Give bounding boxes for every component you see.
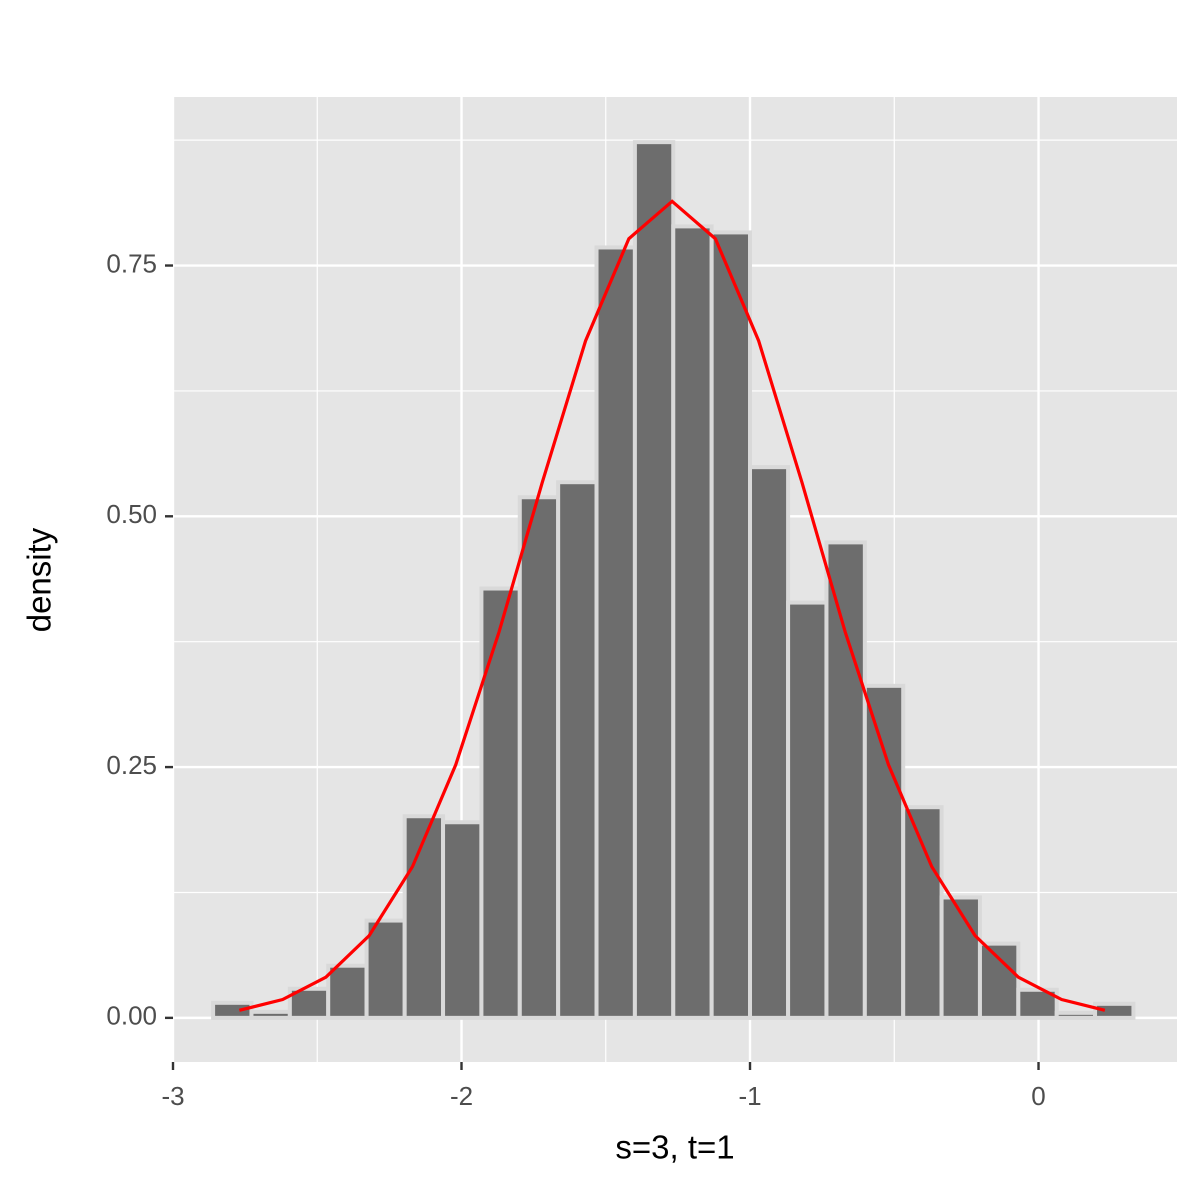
bar xyxy=(1093,1001,1136,1020)
bar xyxy=(862,683,906,1020)
x-tick-label: -1 xyxy=(738,1081,761,1111)
bar xyxy=(556,480,599,1020)
y-axis-title: density xyxy=(21,527,58,632)
bar xyxy=(977,941,1021,1020)
x-tick-label: -2 xyxy=(450,1081,473,1111)
bar xyxy=(402,814,446,1020)
density-curve xyxy=(238,199,1106,1012)
bar xyxy=(709,230,753,1020)
bar xyxy=(479,586,522,1020)
axes: -3 -2 -1 0 0.00 0.25 0.50 0.75 xyxy=(106,248,1045,1110)
bar xyxy=(748,465,791,1020)
bars xyxy=(211,140,1136,1020)
x-tick-label: -3 xyxy=(161,1081,184,1111)
bar xyxy=(786,600,829,1020)
x-axis-title: s=3, t=1 xyxy=(615,1129,734,1166)
bar xyxy=(326,963,369,1020)
bar xyxy=(364,918,407,1020)
y-tick-label: 0.25 xyxy=(106,750,157,780)
bar xyxy=(1054,1010,1098,1020)
y-tick-label: 0.50 xyxy=(106,499,157,529)
bar xyxy=(441,820,484,1020)
bar xyxy=(594,245,637,1020)
x-tick-label: 0 xyxy=(1031,1081,1045,1111)
bar xyxy=(517,495,561,1020)
bar xyxy=(939,895,982,1020)
bar xyxy=(249,1009,292,1020)
bar xyxy=(671,224,714,1020)
y-tick-label: 0.75 xyxy=(106,248,157,278)
bar xyxy=(901,805,944,1020)
y-tick-label: 0.00 xyxy=(106,1001,157,1031)
bar xyxy=(632,140,676,1020)
bar xyxy=(824,540,867,1020)
